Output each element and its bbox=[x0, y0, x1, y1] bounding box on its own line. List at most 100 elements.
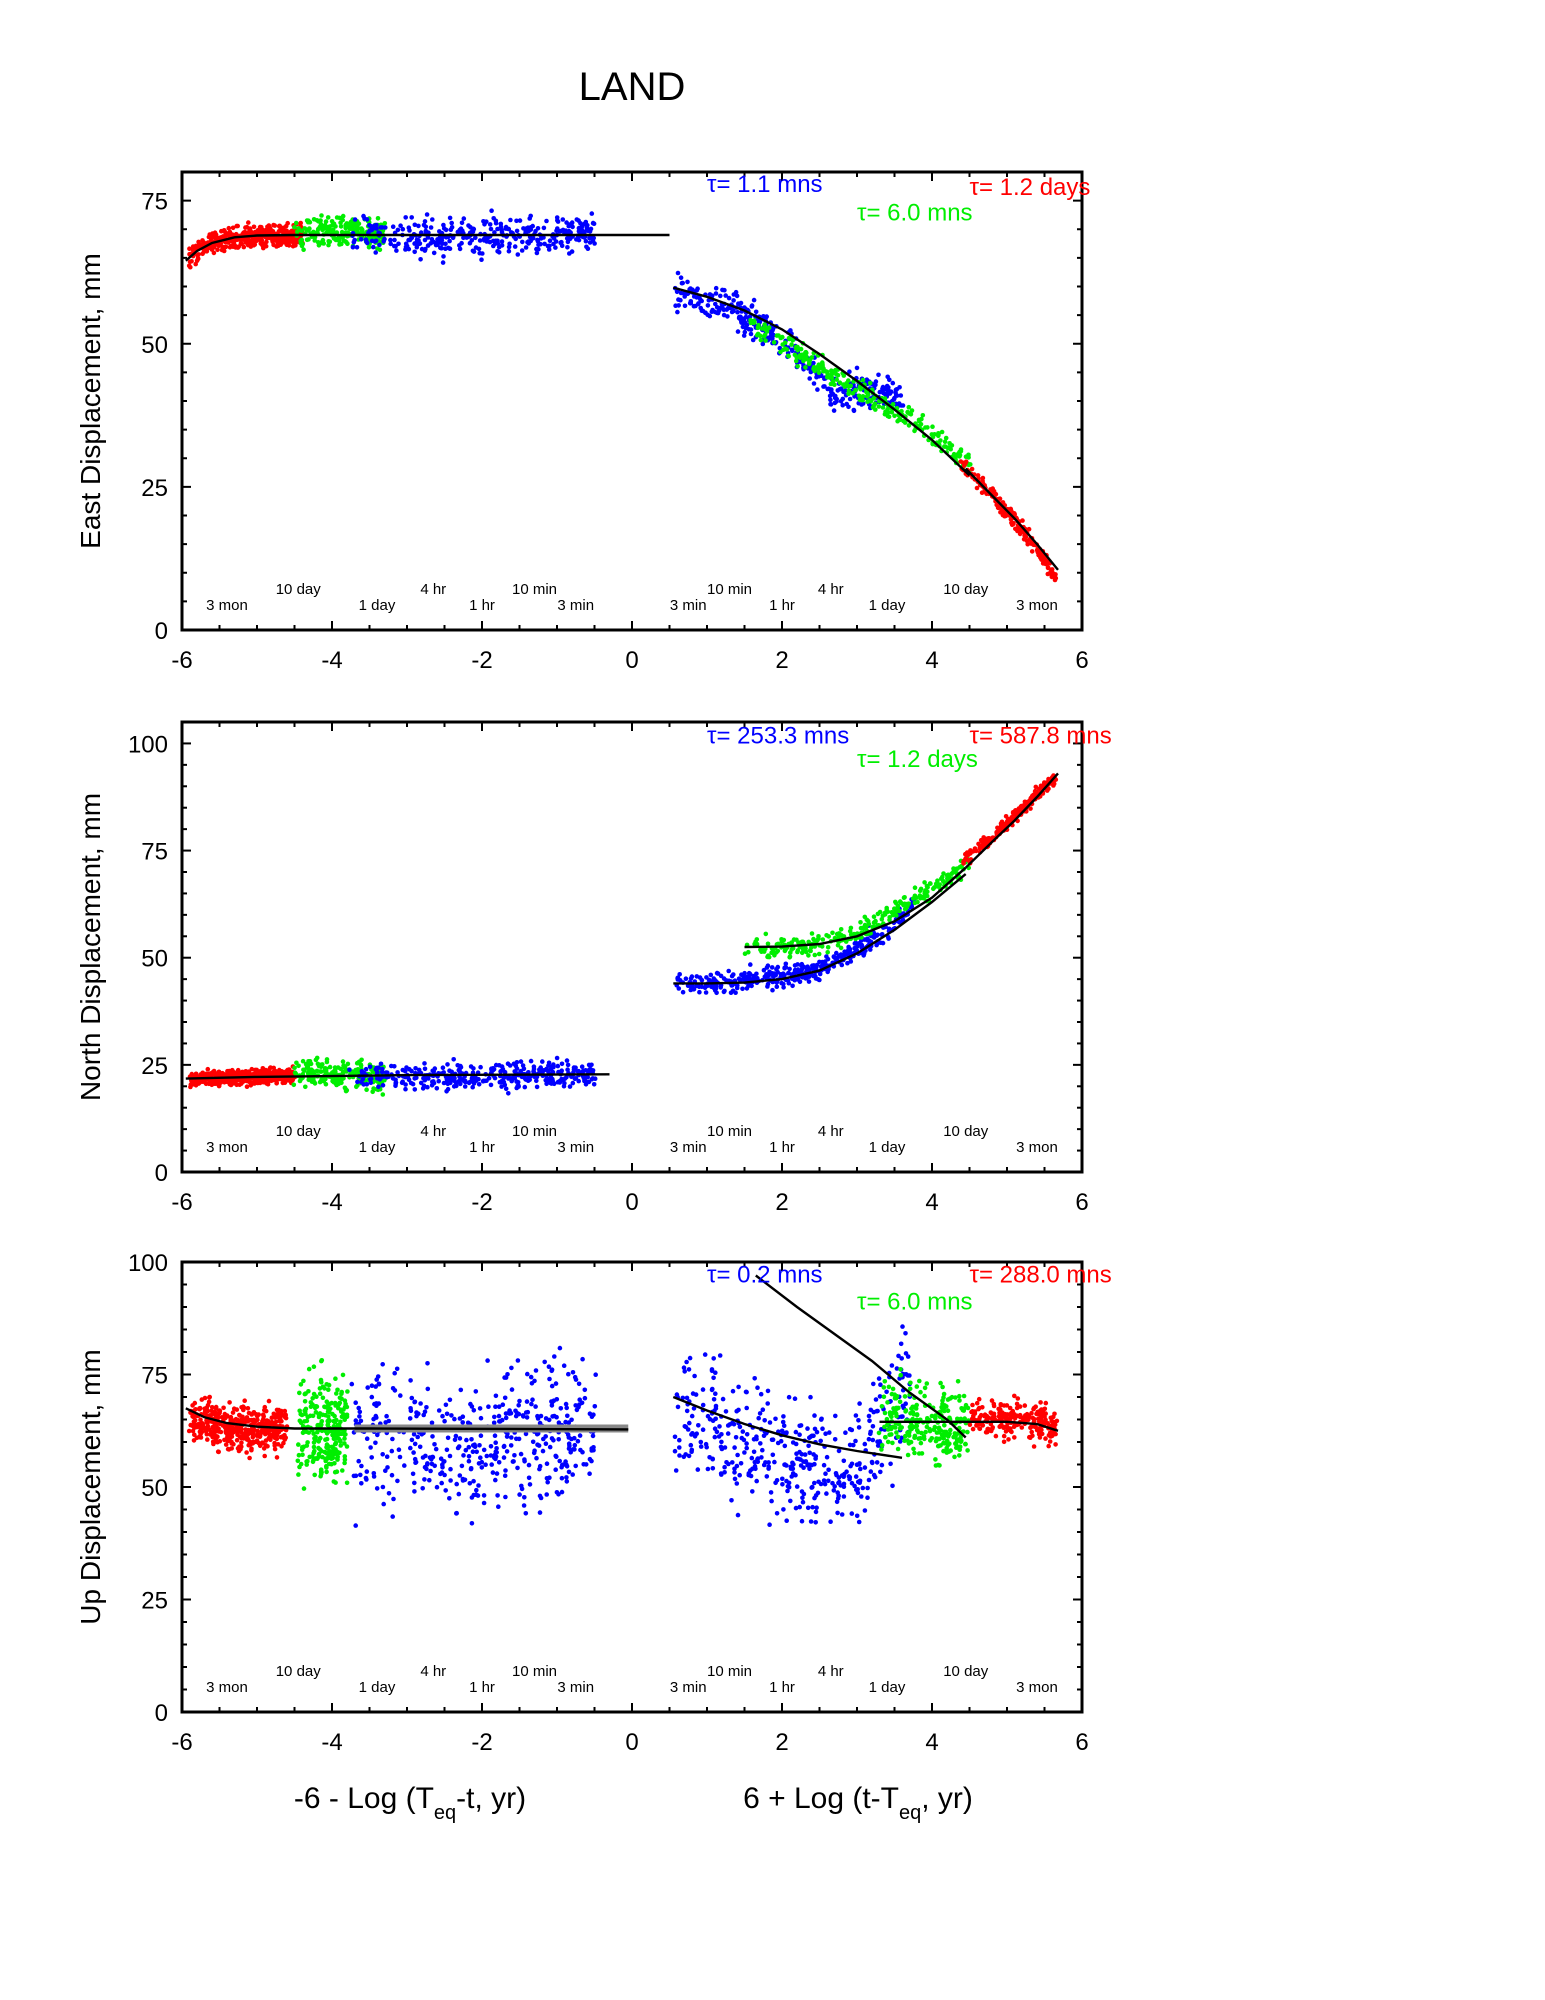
data-point bbox=[306, 218, 311, 223]
data-point bbox=[343, 1413, 348, 1418]
data-point bbox=[493, 1393, 499, 1399]
data-point bbox=[1049, 567, 1054, 573]
data-point bbox=[564, 1058, 570, 1063]
data-point bbox=[484, 1453, 490, 1459]
data-point bbox=[445, 1435, 451, 1441]
data-point bbox=[455, 229, 461, 235]
data-point bbox=[912, 885, 918, 890]
data-point bbox=[197, 1406, 202, 1412]
data-point bbox=[320, 1454, 325, 1460]
data-point bbox=[251, 224, 257, 230]
data-point bbox=[323, 1437, 328, 1442]
data-point bbox=[312, 238, 318, 243]
series-green-1 bbox=[295, 1358, 350, 1491]
data-point bbox=[331, 221, 337, 227]
data-point bbox=[388, 241, 394, 247]
data-point bbox=[514, 1079, 519, 1084]
data-point bbox=[962, 463, 967, 468]
data-point bbox=[779, 980, 784, 986]
data-point bbox=[860, 377, 866, 383]
data-point bbox=[451, 1057, 457, 1062]
data-point bbox=[527, 216, 532, 221]
data-point bbox=[936, 431, 941, 436]
data-point bbox=[980, 844, 985, 850]
data-point bbox=[366, 244, 372, 250]
data-point bbox=[241, 244, 247, 250]
data-point bbox=[457, 243, 462, 248]
data-point bbox=[213, 1404, 219, 1410]
data-point bbox=[676, 986, 682, 991]
data-point bbox=[206, 1399, 212, 1405]
data-point bbox=[893, 390, 898, 396]
data-point bbox=[323, 219, 329, 224]
data-point bbox=[518, 1451, 524, 1457]
data-point bbox=[318, 1069, 324, 1074]
y-tick-label: 25 bbox=[141, 1053, 168, 1080]
data-point bbox=[742, 329, 748, 335]
data-point bbox=[428, 225, 434, 230]
data-point bbox=[424, 212, 430, 217]
y-tick-label: 50 bbox=[141, 332, 168, 359]
data-point bbox=[360, 1077, 366, 1082]
x-tick-label: -6 bbox=[171, 647, 192, 674]
data-point bbox=[260, 1066, 266, 1071]
data-point bbox=[308, 1400, 314, 1405]
data-point bbox=[340, 1468, 345, 1473]
data-point bbox=[748, 962, 753, 967]
data-point bbox=[243, 240, 248, 245]
data-point bbox=[749, 304, 755, 309]
data-point bbox=[576, 1078, 581, 1084]
data-point bbox=[782, 340, 788, 346]
data-point bbox=[771, 974, 776, 979]
interval-label: 1 hr bbox=[469, 1139, 495, 1156]
data-point bbox=[336, 1402, 342, 1407]
data-point bbox=[432, 1463, 438, 1469]
data-point bbox=[430, 1434, 435, 1439]
data-point bbox=[317, 1411, 323, 1416]
data-point bbox=[340, 1372, 346, 1378]
data-point bbox=[250, 1426, 255, 1432]
data-point bbox=[541, 235, 546, 240]
data-point bbox=[326, 1382, 332, 1388]
data-point bbox=[349, 1381, 355, 1387]
data-point bbox=[898, 393, 904, 398]
data-point bbox=[293, 1071, 299, 1077]
data-point bbox=[369, 1455, 375, 1460]
data-point bbox=[799, 352, 804, 358]
data-point bbox=[379, 225, 385, 230]
data-point bbox=[269, 1415, 275, 1420]
data-point bbox=[507, 241, 512, 247]
data-point bbox=[592, 1404, 598, 1409]
data-point bbox=[528, 238, 533, 244]
data-point bbox=[890, 380, 896, 386]
data-point bbox=[441, 222, 446, 228]
data-point bbox=[880, 405, 886, 410]
data-point bbox=[922, 880, 927, 885]
data-point bbox=[266, 1419, 271, 1424]
data-point bbox=[290, 228, 296, 234]
data-point bbox=[304, 1462, 310, 1467]
data-point bbox=[885, 909, 891, 914]
data-point bbox=[487, 222, 493, 227]
data-point bbox=[902, 906, 908, 912]
data-point bbox=[352, 217, 358, 222]
data-point bbox=[811, 381, 817, 386]
data-point bbox=[338, 1443, 344, 1448]
data-point bbox=[854, 365, 860, 371]
data-point bbox=[451, 1084, 457, 1089]
data-point bbox=[714, 970, 720, 976]
data-point bbox=[675, 270, 681, 276]
data-point bbox=[726, 968, 731, 974]
data-point bbox=[586, 1079, 592, 1085]
data-point bbox=[302, 1068, 307, 1073]
data-point bbox=[485, 1358, 490, 1363]
data-point bbox=[381, 1501, 387, 1507]
data-point bbox=[200, 251, 205, 257]
y-tick-label: 75 bbox=[141, 189, 168, 216]
data-point bbox=[284, 242, 290, 248]
data-point bbox=[788, 950, 793, 955]
data-point bbox=[521, 1414, 526, 1419]
data-point bbox=[324, 1057, 330, 1062]
data-point bbox=[846, 404, 851, 410]
